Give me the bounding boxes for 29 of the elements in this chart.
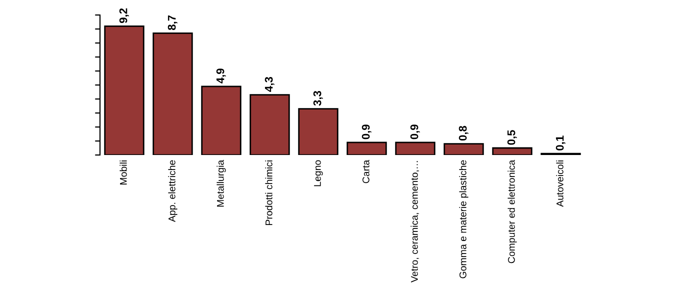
x-tick-label: Vetro, ceramica, cemento,… [410,161,420,282]
bar [152,32,193,155]
x-tick-label: Gomma e materie plastiche [459,160,468,278]
x-tick-label: Mobili [120,160,127,184]
x-tick-label: Prodotti chimici [265,160,272,225]
data-label: 0,8 [458,126,468,141]
bar [444,143,484,155]
bar [298,108,338,155]
data-label: 3,3 [313,90,323,106]
x-tick-label: Autoveicoli [556,160,564,207]
x-tick-label: Computer ed elettronica [508,160,517,264]
bar [492,147,532,155]
x-tick-label: Carta [362,160,370,184]
bar [346,142,387,155]
x-tick-label: Legno [314,160,323,186]
data-label: 4,3 [264,76,274,92]
bar [201,86,242,155]
data-label: 0,1 [556,136,566,150]
x-tick-label: Metallurgia [216,160,226,207]
data-label: 8,7 [168,15,178,30]
data-label: 0,9 [362,124,372,140]
bar [395,142,436,155]
data-label: 9,2 [119,8,129,24]
data-label: 4,9 [216,68,226,84]
bar [250,94,290,155]
data-label: 0,9 [410,124,420,140]
bar [104,26,144,155]
x-tick-label: App. elettriche [168,160,178,222]
data-label: 0,5 [507,130,517,145]
